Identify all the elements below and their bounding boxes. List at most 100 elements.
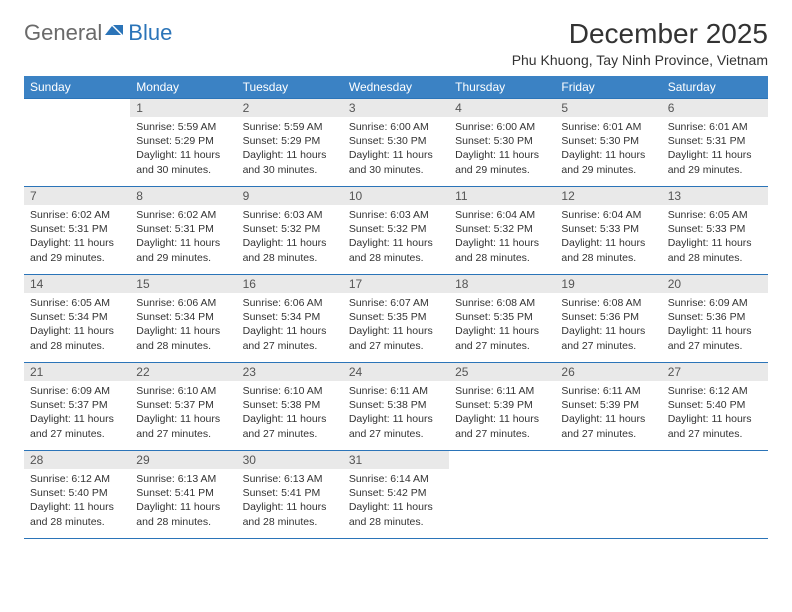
day-info: Sunrise: 5:59 AMSunset: 5:29 PMDaylight:… <box>130 117 236 181</box>
calendar-day-cell: 13Sunrise: 6:05 AMSunset: 5:33 PMDayligh… <box>662 187 768 275</box>
day-info: Sunrise: 6:01 AMSunset: 5:31 PMDaylight:… <box>662 117 768 181</box>
logo-text-blue: Blue <box>128 20 172 46</box>
day-info: Sunrise: 6:05 AMSunset: 5:34 PMDaylight:… <box>24 293 130 357</box>
calendar-day-cell: 22Sunrise: 6:10 AMSunset: 5:37 PMDayligh… <box>130 363 236 451</box>
location-text: Phu Khuong, Tay Ninh Province, Vietnam <box>512 52 768 68</box>
day-info: Sunrise: 6:08 AMSunset: 5:35 PMDaylight:… <box>449 293 555 357</box>
calendar-day-cell: 3Sunrise: 6:00 AMSunset: 5:30 PMDaylight… <box>343 99 449 187</box>
calendar-day-cell <box>662 451 768 539</box>
calendar-week-row: 7Sunrise: 6:02 AMSunset: 5:31 PMDaylight… <box>24 187 768 275</box>
day-info: Sunrise: 6:06 AMSunset: 5:34 PMDaylight:… <box>237 293 343 357</box>
calendar-day-cell: 20Sunrise: 6:09 AMSunset: 5:36 PMDayligh… <box>662 275 768 363</box>
weekday-header: Sunday <box>24 76 130 99</box>
day-number: 2 <box>237 99 343 117</box>
day-info: Sunrise: 6:01 AMSunset: 5:30 PMDaylight:… <box>555 117 661 181</box>
calendar-day-cell: 21Sunrise: 6:09 AMSunset: 5:37 PMDayligh… <box>24 363 130 451</box>
calendar-week-row: 21Sunrise: 6:09 AMSunset: 5:37 PMDayligh… <box>24 363 768 451</box>
weekday-header: Monday <box>130 76 236 99</box>
day-number: 9 <box>237 187 343 205</box>
title-block: December 2025 Phu Khuong, Tay Ninh Provi… <box>512 18 768 68</box>
logo-flag-icon <box>105 21 125 42</box>
day-info: Sunrise: 6:06 AMSunset: 5:34 PMDaylight:… <box>130 293 236 357</box>
calendar-day-cell: 1Sunrise: 5:59 AMSunset: 5:29 PMDaylight… <box>130 99 236 187</box>
day-info: Sunrise: 6:11 AMSunset: 5:38 PMDaylight:… <box>343 381 449 445</box>
day-number: 23 <box>237 363 343 381</box>
calendar-day-cell: 14Sunrise: 6:05 AMSunset: 5:34 PMDayligh… <box>24 275 130 363</box>
day-number: 21 <box>24 363 130 381</box>
calendar-day-cell: 12Sunrise: 6:04 AMSunset: 5:33 PMDayligh… <box>555 187 661 275</box>
day-number: 17 <box>343 275 449 293</box>
day-number: 20 <box>662 275 768 293</box>
weekday-header: Tuesday <box>237 76 343 99</box>
day-number: 24 <box>343 363 449 381</box>
day-info: Sunrise: 6:02 AMSunset: 5:31 PMDaylight:… <box>24 205 130 269</box>
day-number: 13 <box>662 187 768 205</box>
day-number: 27 <box>662 363 768 381</box>
logo: General Blue <box>24 18 172 46</box>
day-info: Sunrise: 6:11 AMSunset: 5:39 PMDaylight:… <box>555 381 661 445</box>
calendar-day-cell: 7Sunrise: 6:02 AMSunset: 5:31 PMDaylight… <box>24 187 130 275</box>
calendar-day-cell: 31Sunrise: 6:14 AMSunset: 5:42 PMDayligh… <box>343 451 449 539</box>
day-number: 7 <box>24 187 130 205</box>
calendar-day-cell: 16Sunrise: 6:06 AMSunset: 5:34 PMDayligh… <box>237 275 343 363</box>
day-info: Sunrise: 6:12 AMSunset: 5:40 PMDaylight:… <box>24 469 130 533</box>
calendar-body: 1Sunrise: 5:59 AMSunset: 5:29 PMDaylight… <box>24 99 768 539</box>
calendar-week-row: 28Sunrise: 6:12 AMSunset: 5:40 PMDayligh… <box>24 451 768 539</box>
day-info: Sunrise: 6:03 AMSunset: 5:32 PMDaylight:… <box>343 205 449 269</box>
day-number: 12 <box>555 187 661 205</box>
calendar-day-cell: 2Sunrise: 5:59 AMSunset: 5:29 PMDaylight… <box>237 99 343 187</box>
day-number: 16 <box>237 275 343 293</box>
weekday-header: Friday <box>555 76 661 99</box>
calendar-day-cell: 10Sunrise: 6:03 AMSunset: 5:32 PMDayligh… <box>343 187 449 275</box>
day-number: 3 <box>343 99 449 117</box>
day-info: Sunrise: 6:11 AMSunset: 5:39 PMDaylight:… <box>449 381 555 445</box>
weekday-header: Wednesday <box>343 76 449 99</box>
day-info: Sunrise: 6:00 AMSunset: 5:30 PMDaylight:… <box>449 117 555 181</box>
calendar-day-cell: 15Sunrise: 6:06 AMSunset: 5:34 PMDayligh… <box>130 275 236 363</box>
day-number: 4 <box>449 99 555 117</box>
calendar-day-cell <box>24 99 130 187</box>
day-info: Sunrise: 6:04 AMSunset: 5:33 PMDaylight:… <box>555 205 661 269</box>
day-number: 19 <box>555 275 661 293</box>
calendar-day-cell: 24Sunrise: 6:11 AMSunset: 5:38 PMDayligh… <box>343 363 449 451</box>
calendar-day-cell: 18Sunrise: 6:08 AMSunset: 5:35 PMDayligh… <box>449 275 555 363</box>
calendar-day-cell: 23Sunrise: 6:10 AMSunset: 5:38 PMDayligh… <box>237 363 343 451</box>
day-info: Sunrise: 6:09 AMSunset: 5:37 PMDaylight:… <box>24 381 130 445</box>
calendar-day-cell: 5Sunrise: 6:01 AMSunset: 5:30 PMDaylight… <box>555 99 661 187</box>
day-number: 14 <box>24 275 130 293</box>
day-number: 5 <box>555 99 661 117</box>
day-info: Sunrise: 6:08 AMSunset: 5:36 PMDaylight:… <box>555 293 661 357</box>
logo-text-general: General <box>24 20 102 46</box>
calendar-week-row: 14Sunrise: 6:05 AMSunset: 5:34 PMDayligh… <box>24 275 768 363</box>
day-info: Sunrise: 6:14 AMSunset: 5:42 PMDaylight:… <box>343 469 449 533</box>
day-number: 31 <box>343 451 449 469</box>
calendar-day-cell: 26Sunrise: 6:11 AMSunset: 5:39 PMDayligh… <box>555 363 661 451</box>
day-info: Sunrise: 6:12 AMSunset: 5:40 PMDaylight:… <box>662 381 768 445</box>
day-number: 25 <box>449 363 555 381</box>
day-number: 6 <box>662 99 768 117</box>
calendar-day-cell: 8Sunrise: 6:02 AMSunset: 5:31 PMDaylight… <box>130 187 236 275</box>
month-title: December 2025 <box>512 18 768 50</box>
day-info: Sunrise: 6:03 AMSunset: 5:32 PMDaylight:… <box>237 205 343 269</box>
day-info: Sunrise: 6:05 AMSunset: 5:33 PMDaylight:… <box>662 205 768 269</box>
day-number: 1 <box>130 99 236 117</box>
day-number: 30 <box>237 451 343 469</box>
calendar-day-cell <box>555 451 661 539</box>
calendar-day-cell: 9Sunrise: 6:03 AMSunset: 5:32 PMDaylight… <box>237 187 343 275</box>
calendar-day-cell <box>449 451 555 539</box>
day-number: 18 <box>449 275 555 293</box>
day-info: Sunrise: 6:13 AMSunset: 5:41 PMDaylight:… <box>130 469 236 533</box>
header: General Blue December 2025 Phu Khuong, T… <box>24 18 768 68</box>
day-info: Sunrise: 6:00 AMSunset: 5:30 PMDaylight:… <box>343 117 449 181</box>
day-info: Sunrise: 5:59 AMSunset: 5:29 PMDaylight:… <box>237 117 343 181</box>
day-number: 11 <box>449 187 555 205</box>
calendar-week-row: 1Sunrise: 5:59 AMSunset: 5:29 PMDaylight… <box>24 99 768 187</box>
calendar-day-cell: 25Sunrise: 6:11 AMSunset: 5:39 PMDayligh… <box>449 363 555 451</box>
weekday-header: Thursday <box>449 76 555 99</box>
day-number: 15 <box>130 275 236 293</box>
day-number: 22 <box>130 363 236 381</box>
day-info: Sunrise: 6:07 AMSunset: 5:35 PMDaylight:… <box>343 293 449 357</box>
day-info: Sunrise: 6:10 AMSunset: 5:38 PMDaylight:… <box>237 381 343 445</box>
calendar-table: SundayMondayTuesdayWednesdayThursdayFrid… <box>24 76 768 539</box>
day-number: 28 <box>24 451 130 469</box>
